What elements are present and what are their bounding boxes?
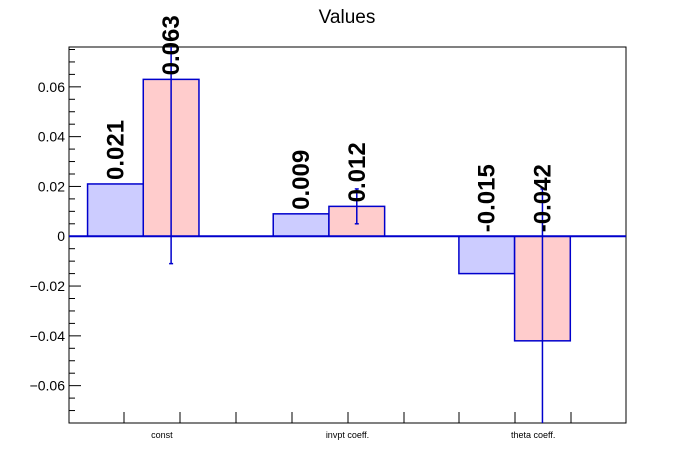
x-axis: const invpt coeff. theta coeff. bbox=[123, 412, 572, 440]
data-label: 0.021 bbox=[102, 120, 129, 180]
bar bbox=[86, 183, 145, 237]
y-tick-label: −0.06 bbox=[30, 378, 66, 394]
x-category-label: theta coeff. bbox=[511, 430, 555, 440]
y-tick-label: 0.04 bbox=[38, 129, 65, 145]
y-tick-label: −0.02 bbox=[30, 278, 66, 294]
data-label: -0.042 bbox=[529, 164, 556, 232]
data-label: -0.015 bbox=[474, 164, 501, 232]
data-labels: 0.021 0.009 -0.015 0.063 0.012 -0.042 bbox=[102, 15, 556, 232]
chart-title: Values bbox=[319, 7, 376, 28]
data-label: 0.012 bbox=[344, 142, 371, 202]
y-tick-label: 0.06 bbox=[38, 79, 65, 95]
y-tick-label: 0.02 bbox=[38, 178, 65, 194]
bar bbox=[272, 213, 330, 237]
y-tick-label: −0.04 bbox=[30, 328, 66, 344]
x-category-label: invpt coeff. bbox=[326, 430, 369, 440]
data-label: 0.063 bbox=[158, 15, 185, 75]
y-axis: −0.06 −0.04 −0.02 0 0.02 0.04 0.06 bbox=[30, 48, 81, 424]
error-bars bbox=[169, 47, 545, 423]
x-category-label: const bbox=[151, 430, 173, 440]
bar bbox=[458, 235, 516, 275]
y-tick-label: 0 bbox=[57, 228, 65, 244]
data-label: 0.009 bbox=[288, 150, 315, 210]
